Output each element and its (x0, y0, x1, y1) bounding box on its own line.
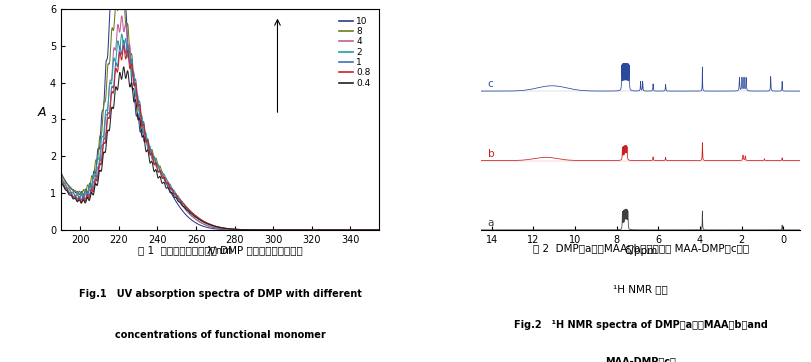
Text: Fig.1   UV absorption spectra of DMP with different: Fig.1 UV absorption spectra of DMP with … (79, 289, 361, 299)
Text: b: b (487, 149, 494, 159)
Legend: 10, 8, 4, 2, 1, 0.8, 0.4: 10, 8, 4, 2, 1, 0.8, 0.4 (338, 16, 371, 89)
Text: MAA-DMP（c）: MAA-DMP（c） (604, 356, 676, 362)
Text: concentrations of functional monomer: concentrations of functional monomer (114, 330, 325, 340)
X-axis label: δ/ppm: δ/ppm (623, 246, 656, 256)
Text: Fig.2   ¹H NMR spectra of DMP（a）、MAA（b）and: Fig.2 ¹H NMR spectra of DMP（a）、MAA（b）and (513, 320, 766, 330)
Text: 图 2  DMP（a）、MAA（b）和复合物 MAA-DMP（c）的: 图 2 DMP（a）、MAA（b）和复合物 MAA-DMP（c）的 (532, 243, 748, 253)
Text: ¹H NMR 谱图: ¹H NMR 谱图 (612, 284, 667, 294)
Text: c: c (487, 79, 493, 89)
X-axis label: λ/nm: λ/nm (207, 246, 233, 256)
Y-axis label: A: A (37, 106, 45, 119)
Text: a: a (487, 218, 493, 228)
Text: 图 1  不同浓度功能单体与 DMP 复合物紫外吸收谱图: 图 1 不同浓度功能单体与 DMP 复合物紫外吸收谱图 (138, 245, 303, 255)
